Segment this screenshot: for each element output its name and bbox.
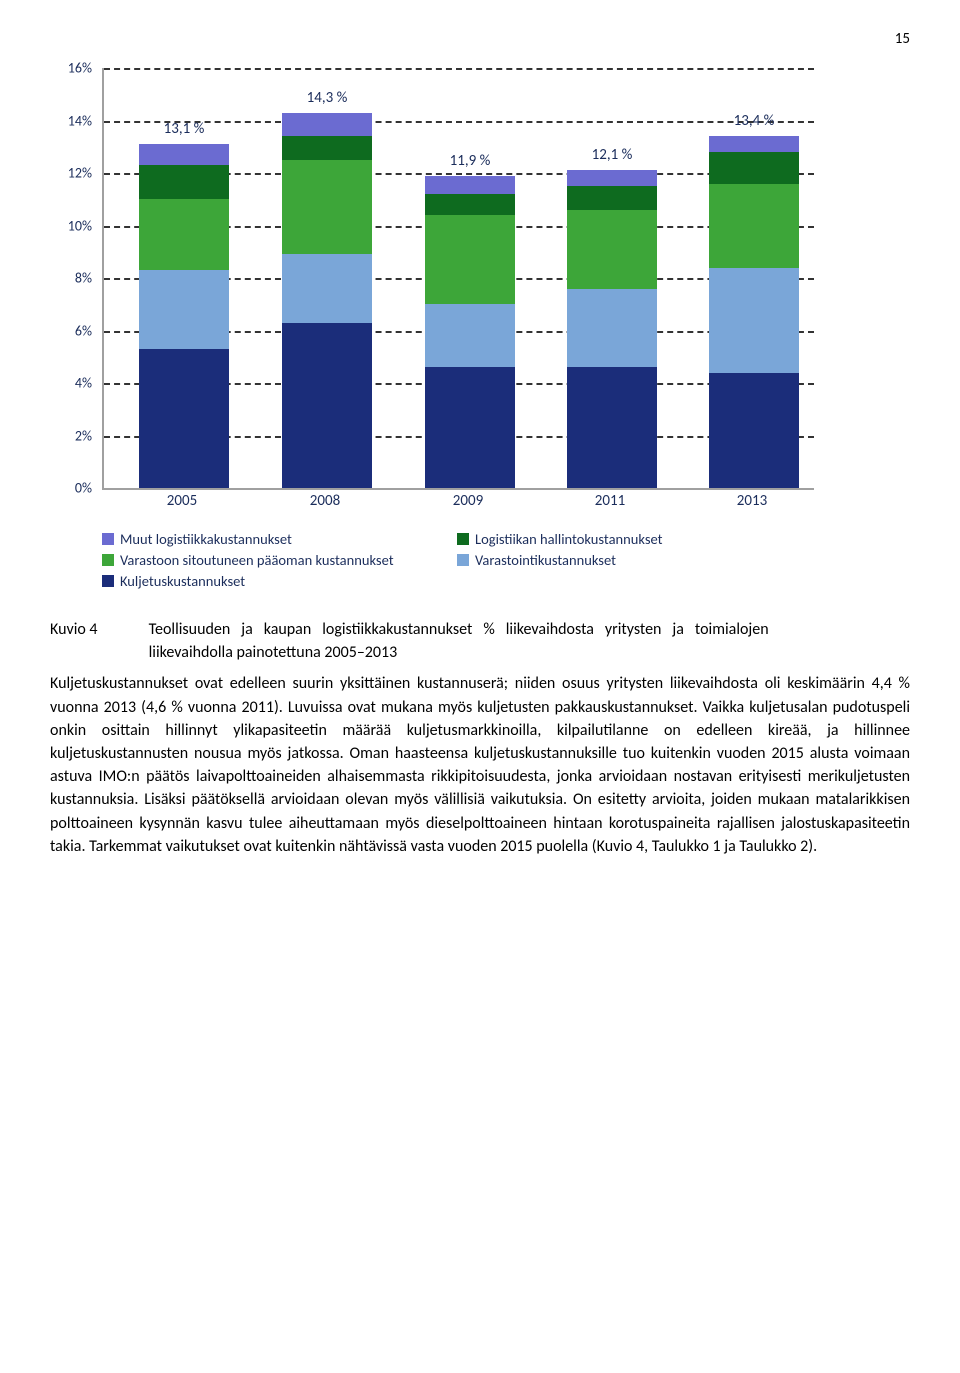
bar-segment-muut [139,144,229,165]
stacked-bar-chart: 0%2%4%6%8%10%12%14%16% 13,1 %14,3 %11,9 … [50,68,820,568]
legend-item-muut: Muut logistiikkakustannukset [102,530,457,548]
bar-group: 11,9 % [425,176,515,488]
bar-segment-kuljetus [139,349,229,488]
bar-segment-varastoon_sitoutunut [709,184,799,268]
y-axis: 0%2%4%6%8%10%12%14%16% [50,68,100,488]
bar-segment-varastointi [282,254,372,322]
caption-label: Kuvio 4 [50,618,145,641]
legend-item-hallinto: Logistiikan hallintokustannukset [457,530,812,548]
bars-layer: 13,1 % 14,3 % 11,9 % 12,1 % 13,4 % [104,68,814,488]
bar-segment-varastoon_sitoutunut [567,210,657,289]
legend: Muut logistiikkakustannukset Logistiikan … [102,530,812,593]
bar-segment-varastoon_sitoutunut [139,199,229,270]
bar-segment-varastointi [425,304,515,367]
bar-group: 13,4 % [709,136,799,488]
bar-segment-hallinto [282,136,372,160]
legend-row: Varastoon sitoutuneen pääoman kustannuks… [102,551,812,569]
legend-swatch [102,533,114,545]
legend-swatch [102,575,114,587]
bar-total-label: 11,9 % [410,152,530,170]
bar-segment-hallinto [709,152,799,184]
legend-label: Muut logistiikkakustannukset [120,530,292,548]
bar-segment-kuljetus [567,367,657,488]
bar-segment-varastointi [709,268,799,373]
legend-row: Muut logistiikkakustannukset Logistiikan … [102,530,812,548]
legend-label: Varastoon sitoutuneen pääoman kustannuks… [120,551,394,569]
bar-segment-varastoon_sitoutunut [282,160,372,255]
y-tick-label: 14% [68,112,92,129]
legend-item-varastointi: Varastointikustannukset [457,551,812,569]
legend-label: Varastointikustannukset [475,551,616,569]
bar-group: 12,1 % [567,170,657,488]
bar-segment-kuljetus [425,367,515,488]
plot-area: 13,1 % 14,3 % 11,9 % 12,1 % 13,4 % [102,68,814,490]
legend-swatch [457,533,469,545]
caption-title: Teollisuuden ja kaupan logistiikkakustan… [149,618,769,664]
x-tick-label: 2008 [280,492,370,510]
legend-label: Logistiikan hallintokustannukset [475,530,663,548]
bar-segment-varastoon_sitoutunut [425,215,515,304]
x-tick-label: 2005 [137,492,227,510]
bar-group: 14,3 % [282,113,372,488]
bar-segment-varastointi [139,270,229,349]
bar-segment-muut [425,176,515,194]
x-tick-label: 2009 [423,492,513,510]
bar-segment-hallinto [567,186,657,210]
bar-segment-muut [567,170,657,186]
legend-item-varastoon_sitoutunut: Varastoon sitoutuneen pääoman kustannuks… [102,551,457,569]
bar-total-label: 13,4 % [694,112,814,130]
x-axis: 2005 2008 2009 2011 2013 [102,492,812,518]
bar-group: 13,1 % [139,144,229,488]
bar-total-label: 13,1 % [124,120,244,138]
bar-segment-kuljetus [282,323,372,488]
bar-segment-hallinto [425,194,515,215]
body-paragraph: Kuljetuskustannukset ovat edelleen suuri… [50,672,910,858]
y-tick-label: 4% [75,375,92,392]
legend-item-kuljetus: Kuljetuskustannukset [102,572,457,590]
x-tick-label: 2011 [565,492,655,510]
bar-segment-muut [282,113,372,137]
legend-row: Kuljetuskustannukset [102,572,812,590]
page-number: 15 [50,30,910,48]
legend-item-empty [457,572,812,590]
bar-total-label: 12,1 % [552,146,672,164]
y-tick-label: 10% [68,217,92,234]
legend-swatch [102,554,114,566]
legend-swatch [457,554,469,566]
legend-label: Kuljetuskustannukset [120,572,245,590]
figure-caption: Kuvio 4 Teollisuuden ja kaupan logistiik… [50,618,910,664]
bar-total-label: 14,3 % [267,89,387,107]
y-tick-label: 16% [68,60,92,77]
y-tick-label: 12% [68,165,92,182]
bar-segment-kuljetus [709,373,799,489]
y-tick-label: 0% [75,480,92,497]
bar-segment-hallinto [139,165,229,199]
y-tick-label: 2% [75,427,92,444]
bar-segment-varastointi [567,289,657,368]
x-tick-label: 2013 [707,492,797,510]
y-tick-label: 6% [75,322,92,339]
y-tick-label: 8% [75,270,92,287]
bar-segment-muut [709,136,799,152]
